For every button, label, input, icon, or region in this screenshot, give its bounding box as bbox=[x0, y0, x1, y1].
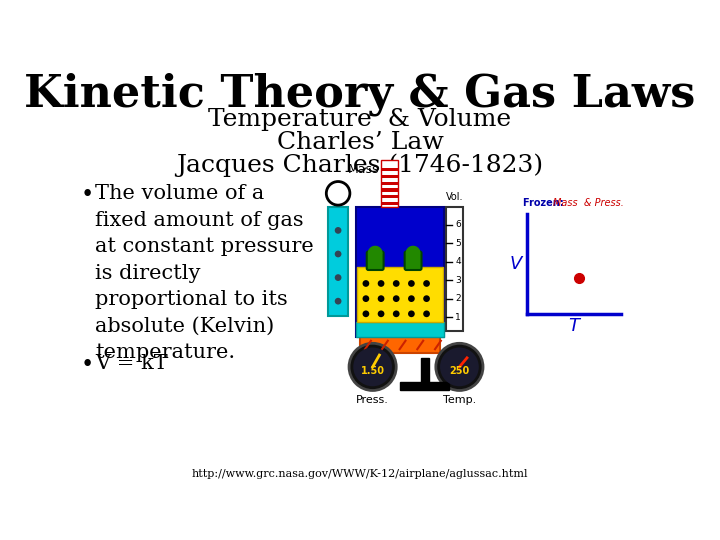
Text: Vol.: Vol. bbox=[446, 192, 463, 202]
Bar bbox=[381, 160, 398, 207]
Text: The volume of a
fixed amount of gas
at constant pressure
is directly
proportiona: The volume of a fixed amount of gas at c… bbox=[96, 184, 314, 362]
Text: Kinetic Theory & Gas Laws: Kinetic Theory & Gas Laws bbox=[24, 72, 696, 116]
Text: 250: 250 bbox=[449, 366, 469, 376]
Bar bbox=[357, 267, 443, 322]
Text: V: V bbox=[510, 255, 522, 273]
Circle shape bbox=[393, 295, 400, 302]
Bar bbox=[381, 168, 398, 171]
Circle shape bbox=[335, 298, 341, 305]
Text: 5: 5 bbox=[455, 239, 461, 247]
Text: Jacques Charles (1746-1823): Jacques Charles (1746-1823) bbox=[176, 154, 544, 177]
Circle shape bbox=[436, 343, 483, 390]
Polygon shape bbox=[369, 246, 382, 253]
Text: V = kT: V = kT bbox=[96, 354, 168, 373]
Text: •: • bbox=[80, 354, 94, 376]
Bar bbox=[356, 322, 444, 338]
Bar bbox=[356, 207, 444, 338]
Circle shape bbox=[378, 280, 384, 287]
Circle shape bbox=[408, 310, 415, 317]
Circle shape bbox=[363, 310, 369, 317]
Circle shape bbox=[423, 280, 430, 287]
Bar bbox=[381, 195, 398, 198]
Bar bbox=[381, 175, 398, 178]
Bar bbox=[381, 188, 398, 192]
Circle shape bbox=[423, 295, 430, 302]
Bar bbox=[360, 338, 440, 353]
Text: Mass: Mass bbox=[348, 164, 379, 177]
Circle shape bbox=[408, 280, 415, 287]
Text: •: • bbox=[80, 184, 94, 206]
Circle shape bbox=[363, 280, 369, 287]
Circle shape bbox=[335, 251, 341, 258]
Text: Press.: Press. bbox=[356, 395, 389, 404]
Circle shape bbox=[363, 295, 369, 302]
Circle shape bbox=[423, 310, 430, 317]
Text: Charles’ Law: Charles’ Law bbox=[276, 131, 444, 154]
Circle shape bbox=[349, 343, 396, 390]
Circle shape bbox=[354, 348, 392, 386]
Text: 6: 6 bbox=[455, 220, 461, 229]
Circle shape bbox=[408, 295, 415, 302]
Circle shape bbox=[335, 274, 341, 281]
Bar bbox=[381, 181, 398, 185]
Circle shape bbox=[393, 310, 400, 317]
Bar bbox=[381, 202, 398, 205]
Bar bbox=[446, 207, 463, 330]
Text: Temperature  & Volume: Temperature & Volume bbox=[208, 108, 512, 131]
Text: Temp.: Temp. bbox=[443, 395, 476, 404]
Polygon shape bbox=[406, 246, 420, 253]
Bar bbox=[328, 207, 348, 316]
Circle shape bbox=[378, 295, 384, 302]
Text: http://www.grc.nasa.gov/WWW/K-12/airplane/aglussac.html: http://www.grc.nasa.gov/WWW/K-12/airplan… bbox=[192, 469, 528, 479]
Bar bbox=[420, 359, 429, 382]
Circle shape bbox=[326, 181, 350, 205]
Circle shape bbox=[393, 280, 400, 287]
Text: 2: 2 bbox=[456, 294, 461, 303]
Text: Frozen:: Frozen: bbox=[523, 198, 567, 208]
Circle shape bbox=[335, 227, 341, 234]
Text: 4: 4 bbox=[456, 257, 461, 266]
FancyBboxPatch shape bbox=[405, 252, 421, 270]
FancyBboxPatch shape bbox=[366, 252, 384, 270]
Bar bbox=[400, 382, 449, 390]
Circle shape bbox=[440, 348, 479, 386]
Text: T: T bbox=[569, 316, 580, 335]
Circle shape bbox=[378, 310, 384, 317]
Text: 3: 3 bbox=[455, 275, 461, 285]
Text: 1: 1 bbox=[455, 313, 461, 322]
Text: Mass  & Press.: Mass & Press. bbox=[553, 198, 624, 208]
Text: 1.50: 1.50 bbox=[361, 366, 384, 376]
